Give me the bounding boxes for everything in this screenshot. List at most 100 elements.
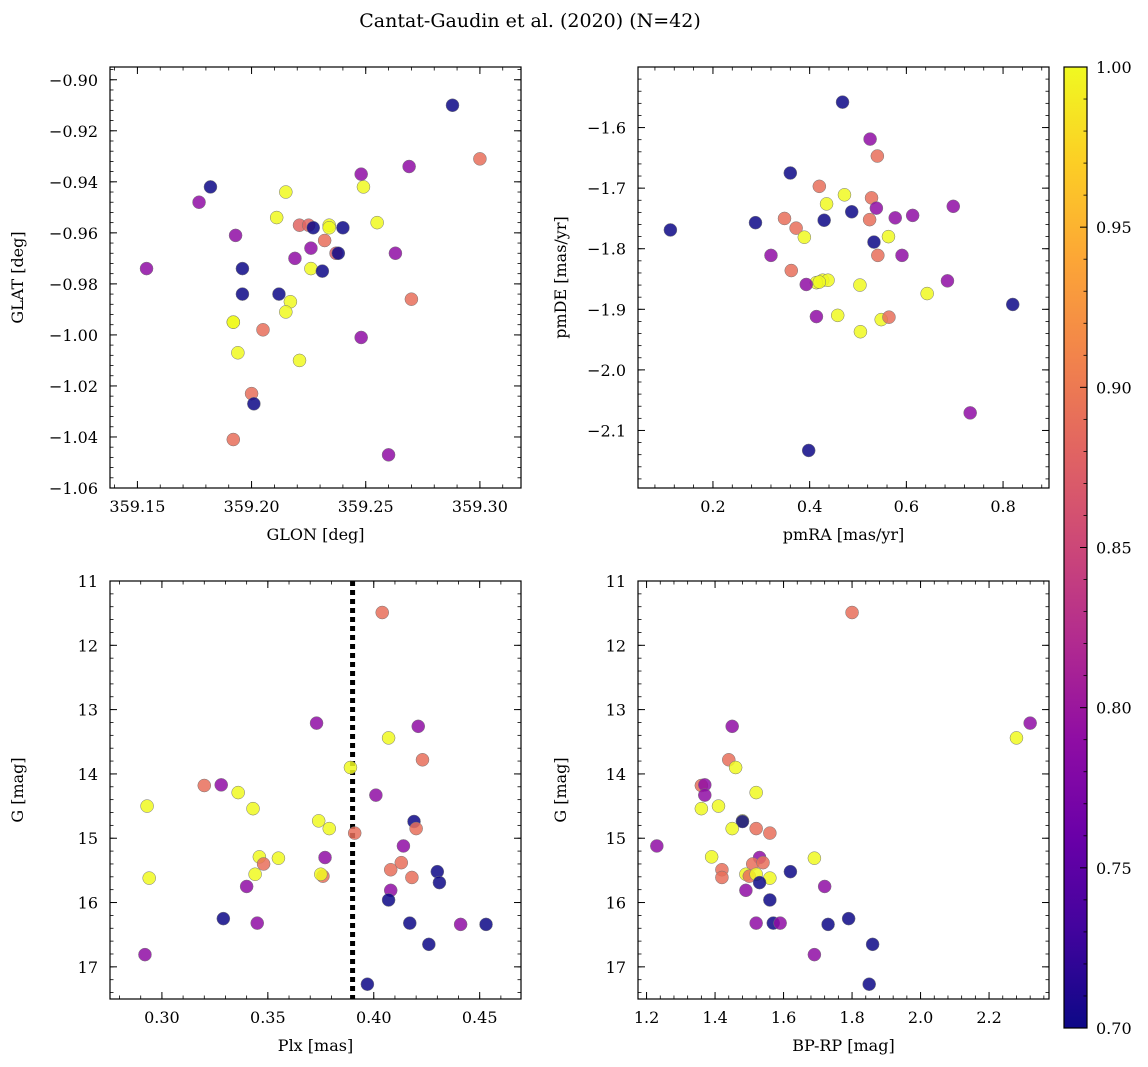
data-point <box>388 246 403 261</box>
data-point <box>235 287 250 301</box>
data-point <box>663 223 678 237</box>
data-point <box>138 947 152 962</box>
x-tick-label: 359.25 <box>338 497 394 516</box>
x-tick-label: 2.2 <box>976 1008 1001 1027</box>
data-point <box>694 801 709 816</box>
data-point <box>394 855 409 870</box>
data-point <box>231 346 245 360</box>
y-axis-label: G [mag] <box>551 757 570 822</box>
data-point <box>375 605 389 620</box>
y-tick-label: −0.98 <box>49 275 98 294</box>
data-point <box>819 197 834 211</box>
x-tick-label: 2.0 <box>908 1008 933 1027</box>
y-tick-label: 13 <box>78 701 98 720</box>
colorbar-tick-label: 1.00 <box>1096 58 1132 77</box>
data-point <box>409 821 423 836</box>
y-tick-label: −2.1 <box>587 421 626 440</box>
data-point <box>309 716 324 730</box>
data-point <box>1009 731 1024 745</box>
data-point <box>735 814 750 829</box>
x-tick-label: 1.6 <box>771 1008 796 1027</box>
data-point <box>773 916 787 930</box>
data-point <box>370 215 384 230</box>
data-point <box>216 911 231 926</box>
axes-frame <box>109 580 522 1000</box>
data-point <box>271 851 286 865</box>
colorbar-tick-label: 0.75 <box>1096 859 1132 878</box>
data-point <box>881 229 896 244</box>
data-point <box>381 448 396 462</box>
x-tick-label: 0.2 <box>700 497 725 516</box>
data-point <box>235 261 250 276</box>
data-point <box>226 315 241 329</box>
data-point <box>817 213 831 228</box>
x-tick-label: 359.15 <box>109 497 165 516</box>
data-point <box>748 215 763 230</box>
data-point <box>453 917 468 932</box>
data-point <box>314 867 328 881</box>
y-tick-label: 15 <box>78 829 98 848</box>
data-point <box>739 883 753 898</box>
data-point <box>895 248 909 263</box>
data-point <box>963 406 977 420</box>
x-tick-label: 0.30 <box>144 1008 180 1027</box>
x-tick-label: 0.4 <box>797 497 822 516</box>
y-tick-label: 12 <box>606 636 626 655</box>
data-point <box>292 353 307 368</box>
data-point <box>870 149 885 163</box>
data-point <box>369 788 383 802</box>
x-tick-label: 0.40 <box>356 1008 392 1027</box>
y-tick-label: 17 <box>78 958 98 977</box>
data-point <box>383 862 398 877</box>
data-point <box>381 731 396 745</box>
data-point <box>354 167 368 181</box>
data-point <box>752 875 767 890</box>
y-axis-label: pmDE [mas/yr] <box>551 216 570 339</box>
data-point <box>404 292 419 306</box>
x-tick-label: 0.35 <box>250 1008 286 1027</box>
y-tick-label: −1.6 <box>587 119 626 138</box>
panel-bprp-g: 1.2 1.4 1.6 1.8 2.0 2.2 11 12 13 14 15 16 17 BP-RP [m… <box>551 572 1050 1055</box>
data-point <box>197 778 212 793</box>
y-tick-label: −1.8 <box>587 240 626 259</box>
x-tick-label: 0.45 <box>462 1008 498 1027</box>
data-point <box>821 917 835 932</box>
panel-pmra-pmde: 0.2 0.4 0.6 0.8 −1.6 −1.7 −1.8 −1.9 −2.0 −2.1 pmRA… <box>551 66 1050 544</box>
plot-area <box>138 581 493 999</box>
plot-area <box>650 605 1037 991</box>
axes-frame <box>637 66 1050 489</box>
x-tick-label: 0.8 <box>990 497 1015 516</box>
data-point <box>203 180 218 194</box>
data-point <box>867 235 881 249</box>
data-point <box>411 719 425 734</box>
data-point <box>269 210 284 225</box>
data-point <box>473 152 487 166</box>
data-point <box>799 277 814 292</box>
y-tick-label: −0.94 <box>49 173 98 192</box>
data-point <box>920 286 934 301</box>
axes-frame <box>109 66 522 489</box>
axes-frame <box>637 580 1050 1000</box>
data-point <box>763 826 777 840</box>
data-point <box>728 760 743 775</box>
data-point <box>871 248 885 263</box>
data-point <box>228 228 243 243</box>
data-point <box>214 778 228 792</box>
data-point <box>853 324 868 339</box>
y-tick-label: −0.90 <box>49 71 98 90</box>
colorbar-tick-label: 0.80 <box>1096 699 1132 718</box>
data-point <box>343 760 358 775</box>
data-point <box>940 274 955 288</box>
data-point <box>381 893 396 907</box>
y-axis-label: G [mag] <box>8 757 27 822</box>
data-point <box>1023 716 1037 730</box>
y-tick-label: 16 <box>606 894 626 913</box>
data-point <box>830 308 845 323</box>
colorbar-tick-label: 0.85 <box>1096 539 1132 558</box>
x-axis-label: BP-RP [mag] <box>792 1036 894 1055</box>
data-point <box>835 95 850 109</box>
y-tick-label: −1.9 <box>587 300 626 319</box>
data-point <box>807 851 822 865</box>
x-tick-label: 359.20 <box>224 497 280 516</box>
data-point <box>801 443 816 458</box>
